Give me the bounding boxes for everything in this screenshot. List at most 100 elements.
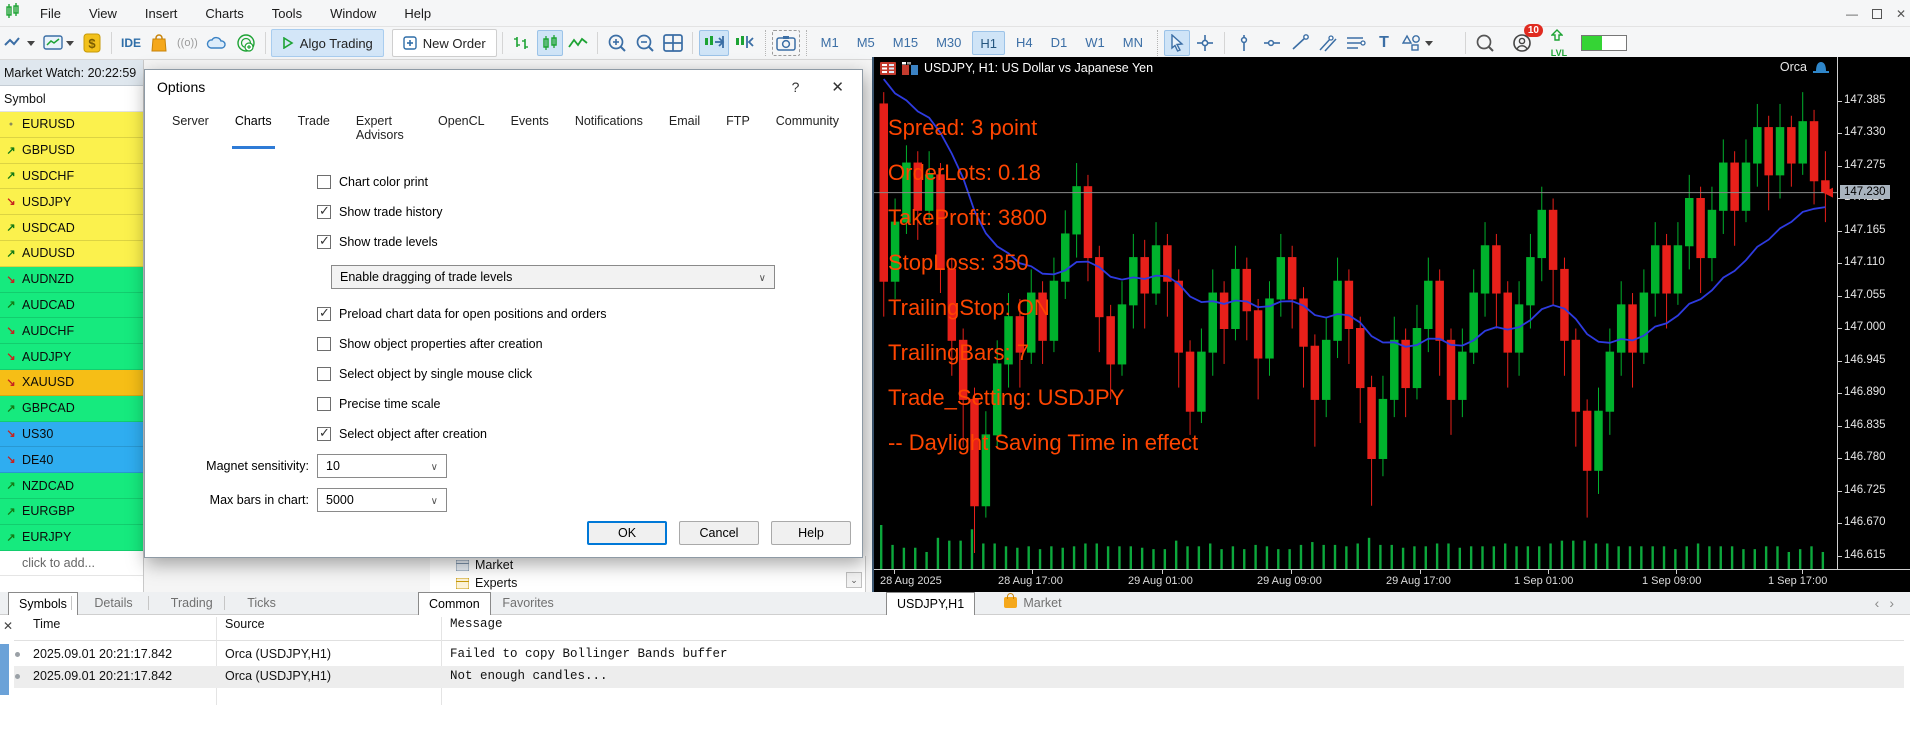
options-tab-expert-advisors[interactable]: Expert Advisors [355, 114, 404, 142]
symbol-row-audjpy[interactable]: ↘ AUDJPY [0, 344, 143, 370]
one-click-trading-icon[interactable] [880, 61, 896, 75]
help-button[interactable]: Help [771, 521, 851, 545]
menu-window[interactable]: Window [330, 5, 377, 21]
symbol-column-header[interactable]: Symbol [0, 86, 143, 112]
toolbox-close-icon[interactable]: ✕ [3, 619, 14, 633]
dialog-help-icon[interactable]: ? [791, 79, 800, 95]
symbol-row-audchf[interactable]: ↘ AUDCHF [0, 318, 143, 345]
symbol-row-us30[interactable]: ↘ US30 [0, 421, 143, 448]
symbol-row-eurusd[interactable]: ● EURUSD [0, 112, 143, 138]
market-bag-icon[interactable] [146, 30, 172, 56]
options-tab-community[interactable]: Community [775, 114, 839, 128]
toolbox-tab-ticks[interactable]: Ticks [247, 596, 276, 610]
depth-of-market-icon[interactable] [902, 61, 918, 75]
dropdown-max-bars-in-chart[interactable]: 5000 ∨ [317, 488, 447, 512]
deposit-icon[interactable]: $ [79, 30, 105, 56]
candlestick-chart[interactable] [874, 57, 1837, 592]
vertical-line-icon[interactable] [1231, 30, 1257, 56]
chart-tab-scroll-arrows[interactable]: ‹› [1874, 595, 1904, 611]
timeframe-m30[interactable]: M30 [936, 35, 962, 50]
options-tab-opencl[interactable]: OpenCL [438, 114, 485, 128]
options-tab-notifications[interactable]: Notifications [574, 114, 643, 128]
chart-shift-icon[interactable] [731, 30, 759, 56]
timeframe-m5[interactable]: M5 [856, 35, 875, 50]
journal-row[interactable]: 2025.09.01 20:21:17.842 Orca (USDJPY,H1) N… [14, 666, 1904, 688]
menu-view[interactable]: View [88, 5, 117, 21]
timeframe-w1[interactable]: W1 [1085, 35, 1105, 50]
symbol-row-audnzd[interactable]: ↘ AUDNZD [0, 266, 143, 293]
bar-chart-icon[interactable] [509, 30, 535, 56]
navigator-tab-common[interactable]: Common [418, 592, 491, 615]
menu-tools[interactable]: Tools [271, 5, 303, 21]
column-divider[interactable] [441, 617, 442, 705]
column-divider[interactable] [216, 617, 217, 705]
options-tab-events[interactable]: Events [510, 114, 549, 128]
menu-help[interactable]: Help [404, 5, 432, 21]
menu-charts[interactable]: Charts [205, 5, 244, 21]
vps-icon[interactable] [233, 30, 259, 56]
chart-object-list-icon[interactable] [1, 30, 38, 56]
symbol-row-audcad[interactable]: ↗ AUDCAD [0, 292, 143, 319]
chart-profile-icon[interactable] [40, 30, 77, 56]
column-header-time[interactable]: Time [33, 617, 61, 631]
column-header-source[interactable]: Source [225, 617, 265, 631]
timeframe-mn[interactable]: MN [1122, 35, 1143, 50]
timeframe-h4[interactable]: H4 [1016, 35, 1033, 50]
toolbox-tab-details[interactable]: Details [94, 596, 133, 610]
trendline-icon[interactable] [1287, 30, 1313, 56]
ide-button[interactable]: IDE [121, 36, 142, 50]
checkbox-show-trade-history[interactable] [317, 203, 331, 219]
time-axis[interactable]: 28 Aug 2025 28 Aug 17:00 29 Aug 01:00 29 Au… [874, 569, 1910, 592]
horizontal-line-icon[interactable] [1259, 30, 1285, 56]
checkbox-show-trade-levels[interactable] [317, 233, 331, 249]
timeframe-h1[interactable]: H1 [972, 31, 1005, 55]
cursor-icon[interactable] [1163, 30, 1190, 56]
journal-row[interactable]: 2025.09.01 20:21:17.842 Orca (USDJPY,H1) F… [14, 644, 1904, 666]
checkbox-precise-time-scale[interactable] [317, 397, 331, 411]
navigator-scroll-button[interactable]: ⌄ [846, 572, 862, 588]
line-chart-icon[interactable] [565, 30, 591, 56]
dropdown-magnet-sensitivity[interactable]: 10 ∨ [317, 454, 447, 478]
options-tab-charts[interactable]: Charts [222, 110, 285, 149]
symbol-row-xauusd[interactable]: ↘ XAUUSD [0, 369, 143, 396]
notifications-icon[interactable]: 10 [1509, 24, 1543, 56]
cancel-button[interactable]: Cancel [679, 521, 759, 545]
dialog-close-icon[interactable]: ✕ [831, 79, 844, 96]
options-tab-email[interactable]: Email [668, 114, 701, 128]
symbol-row-eurgbp[interactable]: ↗ EURGBP [0, 498, 143, 525]
symbol-row-audusd[interactable]: ↗ AUDUSD [0, 240, 143, 267]
search-icon[interactable] [1472, 30, 1498, 56]
checkbox-select-object-by-single-mouse-click[interactable] [317, 367, 331, 381]
text-label-icon[interactable]: T [1379, 34, 1389, 51]
symbol-row-usdchf[interactable]: ↗ USDCHF [0, 163, 143, 190]
expert-hat-icon[interactable] [1812, 60, 1830, 74]
checkbox-chart-color-print[interactable] [317, 175, 331, 189]
navigator-tab-favorites[interactable]: Favorites [502, 596, 554, 610]
options-tab-ftp[interactable]: FTP [726, 114, 750, 128]
timeframe-m15[interactable]: M15 [892, 35, 919, 50]
shapes-icon[interactable] [1399, 30, 1436, 56]
maximize-button[interactable] [1871, 8, 1882, 19]
options-tab-trade[interactable]: Trade [297, 114, 330, 128]
chart-tab-usdjpy-h1[interactable]: USDJPY,H1 [886, 592, 976, 615]
trade-levels-dropdown[interactable]: Enable dragging of trade levels ∨ [331, 265, 775, 289]
tile-windows-icon[interactable] [660, 30, 686, 56]
signals-icon[interactable]: ((o)) [177, 37, 198, 49]
navigator-item-market[interactable]: Market [430, 556, 865, 574]
menu-file[interactable]: File [40, 5, 61, 21]
channel-icon[interactable] [1315, 30, 1341, 56]
checkbox-select-object-after-creation[interactable] [317, 425, 331, 441]
ok-button[interactable]: OK [587, 521, 667, 545]
zoom-out-icon[interactable] [632, 30, 658, 56]
column-header-message[interactable]: Message [450, 617, 503, 631]
click-to-add-row[interactable]: click to add... [0, 551, 143, 576]
symbol-row-de40[interactable]: ↘ DE40 [0, 447, 143, 474]
cloud-icon[interactable] [203, 30, 231, 56]
levels-icon[interactable]: LVL [1546, 29, 1572, 58]
chart-tab-market[interactable]: Market [994, 592, 1071, 615]
screenshot-icon[interactable] [771, 30, 800, 56]
symbol-row-usdjpy[interactable]: ↘ USDJPY [0, 189, 143, 216]
close-button[interactable]: ✕ [1895, 6, 1906, 21]
symbol-row-gbpusd[interactable]: ↗ GBPUSD [0, 137, 143, 164]
algo-trading-button[interactable]: Algo Trading [270, 29, 384, 57]
